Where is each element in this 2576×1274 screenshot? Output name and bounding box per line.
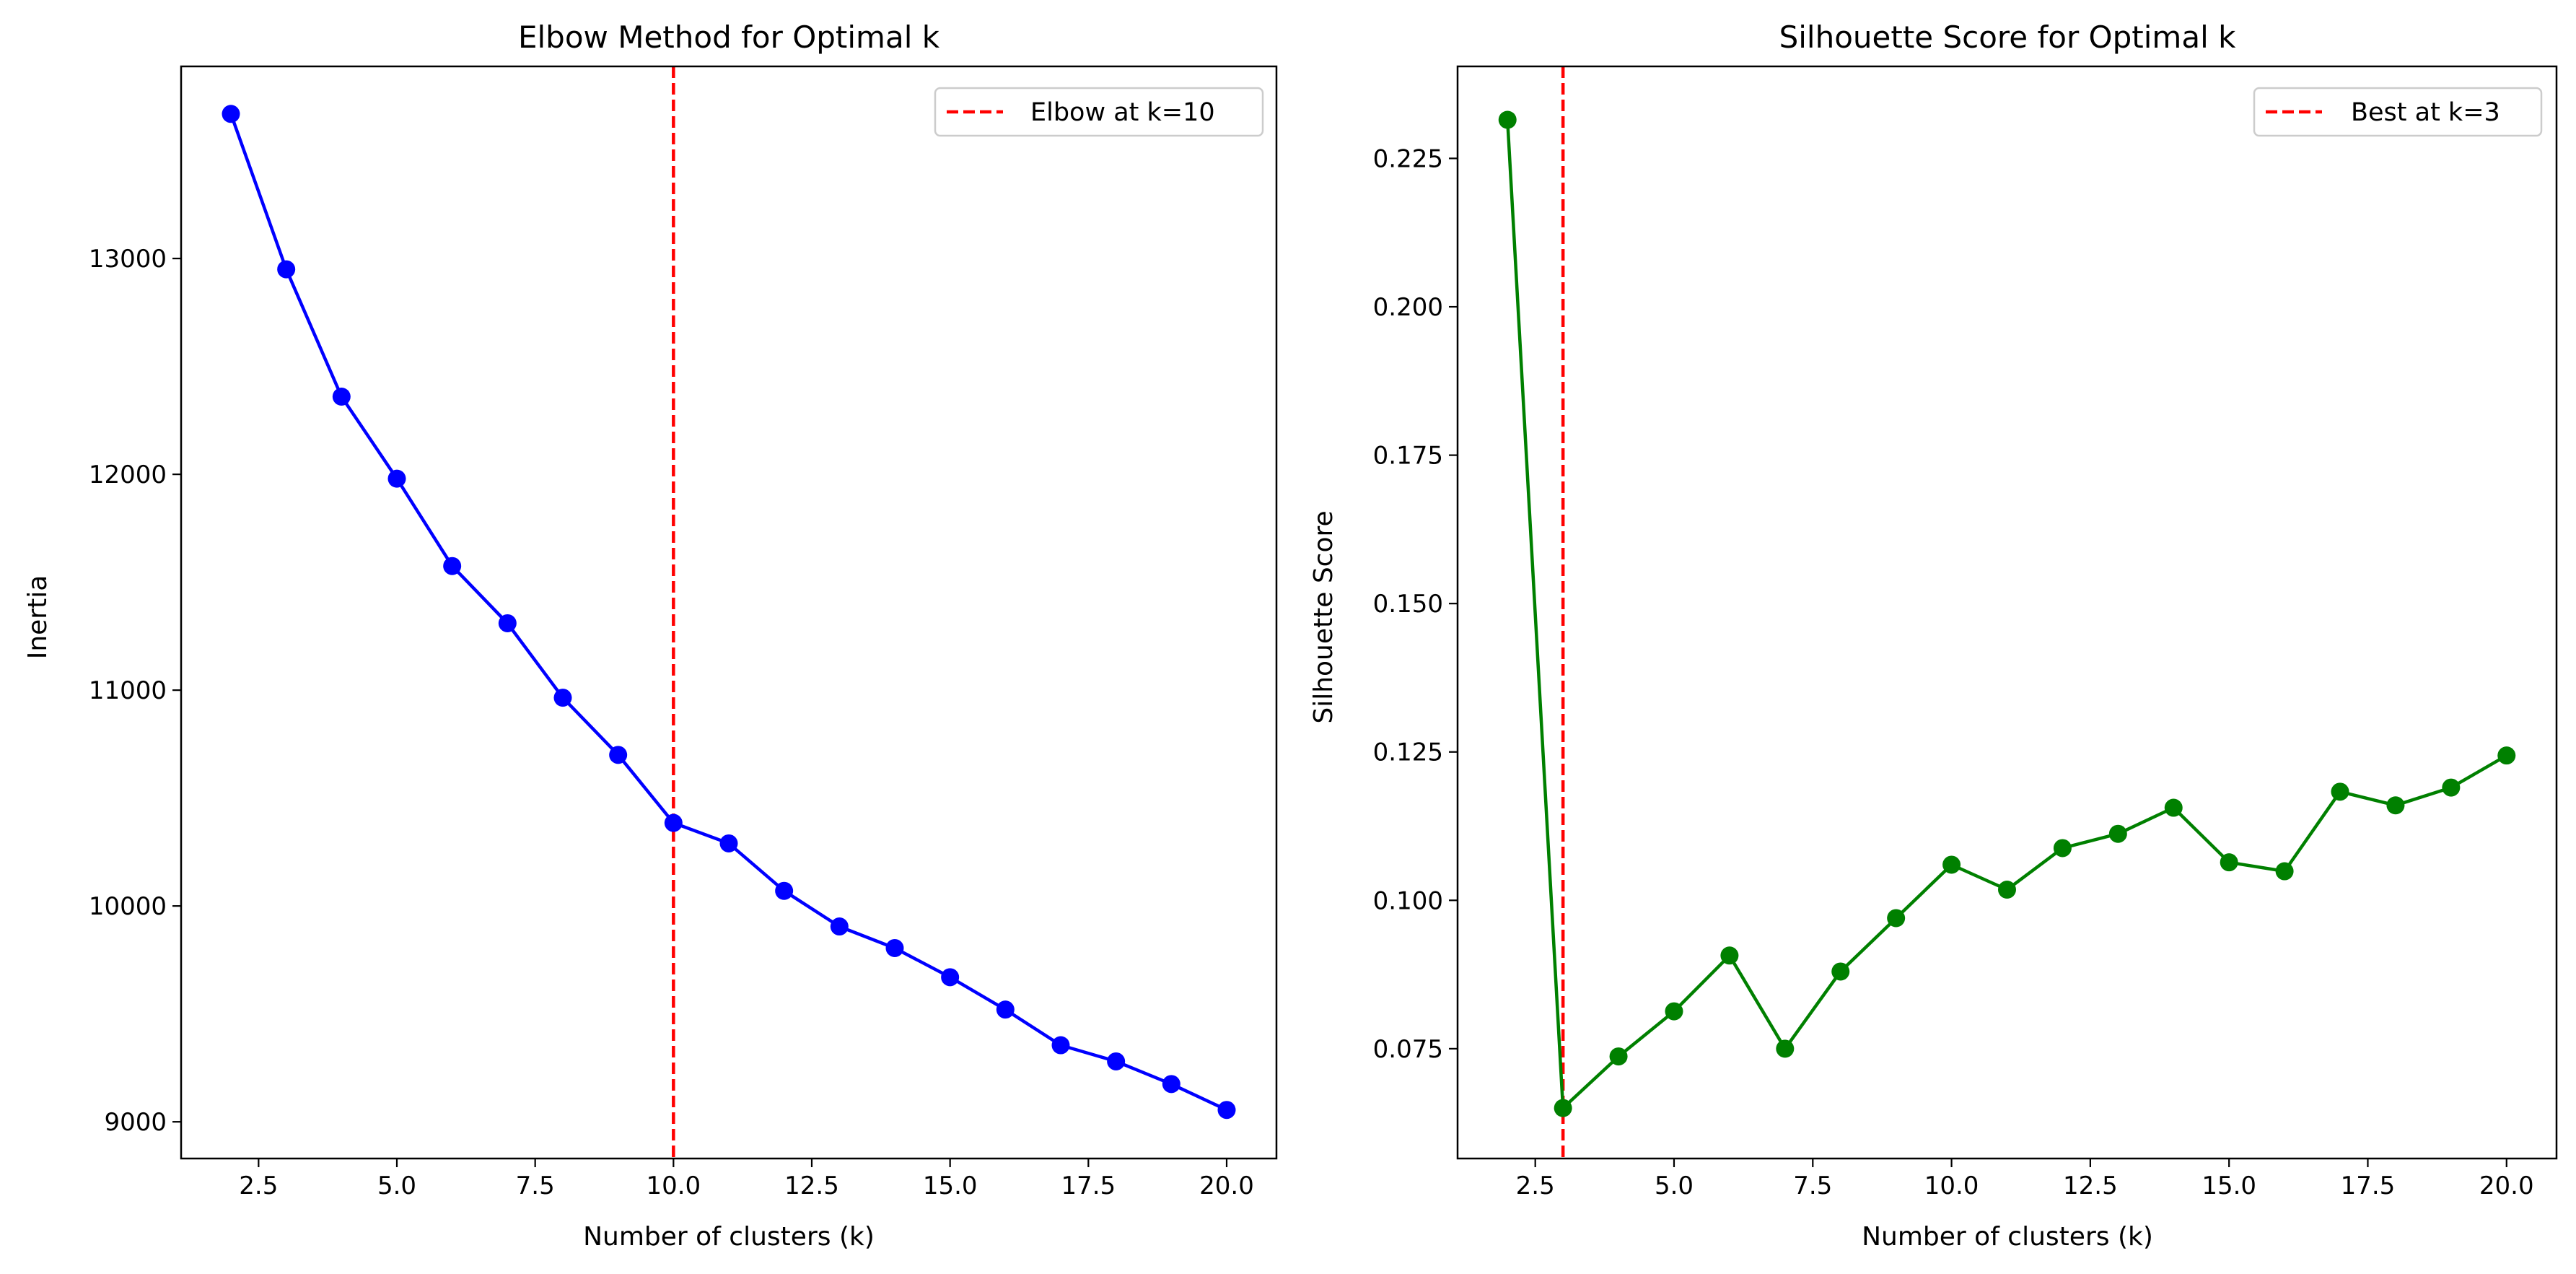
elbow-data-point	[553, 689, 572, 707]
silhouette-data-point	[2275, 862, 2294, 881]
elbow-data-point	[1051, 1036, 1070, 1055]
elbow-x-tick-label: 20.0	[1199, 1172, 1254, 1200]
elbow-data-point	[332, 387, 351, 406]
silhouette-data-point	[2164, 798, 2183, 817]
elbow-x-tick-label: 15.0	[923, 1172, 978, 1200]
silhouette-chart-title: Silhouette Score for Optimal k	[1779, 19, 2237, 55]
silhouette-data-point	[1609, 1047, 1628, 1066]
silhouette-data-point	[1887, 909, 1906, 928]
elbow-data-point	[885, 938, 904, 957]
silhouette-y-tick-label: 0.150	[1373, 590, 1443, 619]
silhouette-y-tick-label: 0.125	[1373, 738, 1443, 767]
silhouette-data-point	[1831, 962, 1850, 981]
silhouette-data-point	[1942, 855, 1961, 874]
elbow-y-tick-label: 11000	[89, 676, 167, 705]
silhouette-x-tick-label: 2.5	[1516, 1172, 1555, 1200]
elbow-x-tick-label: 12.5	[784, 1172, 839, 1200]
silhouette-y-tick-label: 0.200	[1373, 293, 1443, 322]
elbow-data-point	[1107, 1052, 1126, 1070]
elbow-data-point	[1217, 1101, 1236, 1120]
elbow-data-point	[277, 260, 296, 279]
elbow-data-point	[609, 746, 628, 764]
silhouette-legend-box	[2253, 87, 2543, 137]
silhouette-chart: Silhouette Score for Optimal k Number of…	[1309, 19, 2558, 1252]
silhouette-x-axis-label: Number of clusters (k)	[1862, 1222, 2153, 1252]
elbow-x-tick-label: 7.5	[516, 1172, 555, 1200]
elbow-y-axis-label: Inertia	[23, 575, 53, 660]
elbow-data-point	[1162, 1075, 1180, 1094]
silhouette-data-point	[1554, 1099, 1572, 1117]
silhouette-data-point	[2331, 782, 2349, 801]
elbow-axes-frame	[180, 65, 1278, 1160]
elbow-chart-title: Elbow Method for Optimal k	[518, 19, 940, 55]
silhouette-y-tick-label: 0.175	[1373, 442, 1443, 471]
silhouette-x-tick-label: 5.0	[1655, 1172, 1694, 1200]
silhouette-y-axis-label: Silhouette Score	[1309, 510, 1339, 723]
silhouette-legend: Best at k=3	[2253, 87, 2543, 137]
elbow-data-point	[222, 105, 240, 123]
elbow-y-tick-label: 9000	[104, 1108, 167, 1137]
silhouette-plot-area: 2.5 5.0 7.5 10.0 12.5 15.0 17.5 20.0 0.075 0.100 0…	[1373, 65, 2558, 1200]
silhouette-data-point	[2497, 746, 2516, 765]
silhouette-x-tick-label: 17.5	[2341, 1172, 2396, 1200]
elbow-x-tick-label: 2.5	[239, 1172, 278, 1200]
silhouette-data-point	[2442, 778, 2461, 797]
elbow-x-tick-label: 10.0	[646, 1172, 701, 1200]
silhouette-data-point	[2053, 839, 2072, 858]
elbow-legend: Elbow at k=10	[934, 87, 1264, 137]
silhouette-data-point	[1720, 946, 1739, 965]
elbow-data-point	[498, 614, 517, 632]
elbow-data-point	[664, 813, 683, 832]
elbow-data-point	[775, 881, 794, 900]
silhouette-data-point	[2386, 796, 2405, 815]
elbow-y-tick-label: 12000	[89, 461, 167, 489]
elbow-data-point	[719, 834, 738, 852]
silhouette-data-point	[1665, 1002, 1683, 1021]
elbow-plot-area: 2.5 5.0 7.5 10.0 12.5 15.0 17.5 20.0 9000 10000 11…	[89, 65, 1278, 1200]
silhouette-data-point	[1498, 110, 1517, 129]
silhouette-data-point	[2220, 853, 2238, 872]
silhouette-axes-frame	[1456, 65, 2558, 1160]
elbow-x-tick-label: 17.5	[1061, 1172, 1116, 1200]
elbow-x-axis-label: Number of clusters (k)	[583, 1222, 875, 1252]
silhouette-data-point	[2108, 824, 2127, 843]
elbow-data-point	[996, 1000, 1015, 1019]
silhouette-data-point	[1998, 881, 2016, 899]
elbow-data-point	[830, 917, 849, 936]
silhouette-x-tick-label: 12.5	[2063, 1172, 2118, 1200]
elbow-y-tick-label: 10000	[89, 892, 167, 921]
elbow-y-tick-label: 13000	[89, 245, 167, 274]
elbow-legend-box	[934, 87, 1264, 137]
silhouette-data-point	[1776, 1039, 1795, 1058]
silhouette-y-tick-label: 0.075	[1373, 1035, 1443, 1064]
elbow-x-tick-label: 5.0	[377, 1172, 416, 1200]
silhouette-x-tick-label: 10.0	[1924, 1172, 1979, 1200]
silhouette-legend-label: Best at k=3	[2351, 98, 2500, 127]
silhouette-y-tick-label: 0.225	[1373, 144, 1443, 173]
silhouette-x-tick-label: 7.5	[1793, 1172, 1832, 1200]
silhouette-y-tick-label: 0.100	[1373, 886, 1443, 915]
elbow-chart: Elbow Method for Optimal k Number of clu…	[23, 19, 1278, 1252]
elbow-data-point	[941, 968, 960, 987]
elbow-data-point	[387, 469, 406, 488]
elbow-legend-label: Elbow at k=10	[1030, 98, 1215, 127]
silhouette-x-tick-label: 15.0	[2202, 1172, 2256, 1200]
silhouette-x-tick-label: 20.0	[2479, 1172, 2534, 1200]
elbow-data-point	[443, 557, 462, 575]
